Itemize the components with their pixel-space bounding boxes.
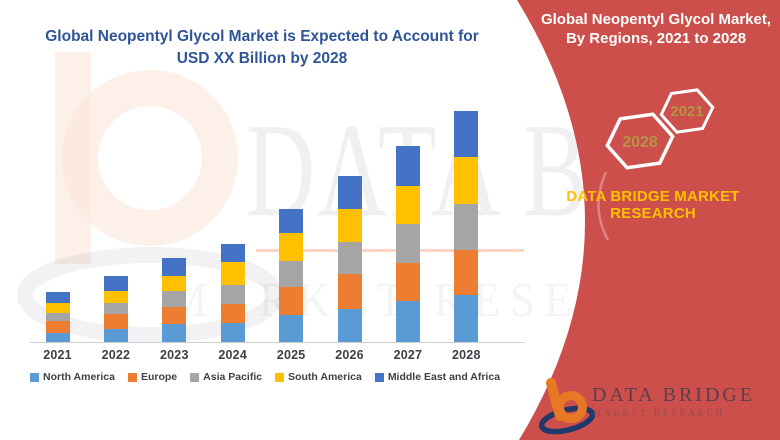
x-axis-line: [30, 342, 525, 343]
legend-swatch-europe: [127, 372, 137, 382]
sidebar-heading-line1: Global Neopentyl Glycol Market,: [540, 11, 772, 28]
bar-segment-asia-pacific-2022: [103, 303, 128, 314]
x-axis-label-2025: 2025: [276, 348, 306, 362]
legend-swatch-north-america: [30, 372, 39, 382]
bar-segment-south-america-2026: [337, 209, 362, 242]
bar-segment-south-america-2027: [395, 186, 420, 224]
bar-segment-south-america-2021: [45, 303, 70, 313]
legend-item-middle-east-and-africa: Middle East and Africa: [374, 371, 501, 383]
x-axis-label-2027: 2027: [393, 348, 423, 362]
bar-segment-north-america-2028: [454, 295, 479, 342]
legend-label-south-america: South America: [288, 371, 362, 383]
x-axis-label-2026: 2026: [335, 348, 364, 362]
hexagon-2021-label: 2021: [670, 103, 703, 120]
bar-segment-middle-east-and-africa-2024: [220, 244, 245, 262]
chart-title: Global Neopentyl Glycol Market is Expect…: [0, 26, 524, 70]
hexagon-2021-outline: [659, 88, 715, 134]
bar-segment-asia-pacific-2021: [45, 313, 70, 321]
legend-label-asia-pacific: Asia Pacific: [203, 371, 263, 383]
bar-segment-middle-east-and-africa-2025: [279, 209, 304, 233]
legend-item-europe: Europe: [127, 371, 178, 383]
dbmr-logo-icon: [538, 378, 596, 435]
bar-segment-europe-2026: [337, 274, 362, 309]
bar-segment-middle-east-and-africa-2028: [454, 111, 479, 157]
bar-segment-middle-east-and-africa-2022: [103, 276, 128, 291]
brand-name-line1: DATA BRIDGE MARKET: [566, 188, 740, 205]
bar-chart: 2021 2022 2023 2024 2025 2026 2027 2028: [28, 88, 525, 362]
bar-segment-asia-pacific-2028: [454, 204, 479, 250]
bar-2023: [162, 258, 187, 342]
legend-item-asia-pacific: Asia Pacific: [190, 371, 262, 383]
bar-segment-asia-pacific-2023: [162, 291, 187, 307]
bar-2022: [103, 276, 128, 342]
bar-segment-europe-2021: [45, 321, 70, 333]
bar-segment-north-america-2026: [337, 309, 362, 342]
bar-segment-europe-2028: [454, 250, 479, 295]
x-axis-label-2021: 2021: [43, 348, 72, 362]
bar-2026: [337, 176, 362, 342]
legend-item-north-america: North America: [30, 371, 115, 383]
bar-segment-europe-2022: [103, 314, 128, 329]
brand-name-line2: RESEARCH: [610, 205, 696, 222]
bar-2027: [395, 146, 420, 342]
bar-segment-north-america-2022: [103, 329, 128, 342]
legend-item-south-america: South America: [275, 371, 362, 383]
bar-2021: [45, 292, 70, 342]
logo-wordmark: DATA BRIDGE: [592, 384, 756, 406]
brand-name: DATA BRIDGE MARKET RESEARCH: [535, 188, 771, 222]
hexagon-2028: [605, 112, 675, 170]
logo-tagline: MARKET RESEARCH: [593, 408, 726, 418]
bar-segment-north-america-2024: [220, 323, 245, 342]
bar-segment-south-america-2024: [220, 262, 245, 285]
bar-2024: [220, 244, 245, 342]
bar-2028: [454, 111, 479, 342]
bar-segment-asia-pacific-2026: [337, 242, 362, 274]
bar-segment-south-america-2028: [454, 157, 479, 204]
bar-segment-middle-east-and-africa-2021: [45, 292, 70, 303]
bar-segment-middle-east-and-africa-2023: [162, 258, 187, 276]
chart-legend: North America Europe Asia Pacific South Ame…: [30, 371, 540, 383]
legend-swatch-south-america: [275, 372, 285, 382]
bar-segment-asia-pacific-2025: [279, 261, 304, 287]
x-axis-label-2022: 2022: [101, 348, 131, 362]
legend-swatch-middle-east-and-africa: [374, 372, 384, 382]
logo-b-stem-icon: [546, 378, 565, 421]
bar-segment-middle-east-and-africa-2027: [395, 146, 420, 186]
legend-swatch-asia-pacific: [190, 372, 200, 382]
bar-2025: [279, 209, 304, 342]
bar-segment-south-america-2025: [279, 233, 304, 261]
hexagon-2021: [659, 88, 715, 134]
hexagon-2028-label: 2028: [622, 134, 658, 151]
bar-segment-north-america-2025: [279, 315, 304, 342]
bar-segment-europe-2024: [220, 304, 245, 323]
hexagon-2028-outline: [605, 112, 675, 170]
x-axis-label-2023: 2023: [159, 348, 189, 362]
bar-segment-south-america-2023: [162, 276, 187, 291]
sidebar-heading-line2: By Regions, 2021 to 2028: [565, 30, 747, 47]
bar-segment-asia-pacific-2027: [395, 224, 420, 263]
legend-label-north-america: North America: [43, 371, 115, 383]
logo-b-bowl-icon: [555, 391, 587, 423]
bar-segment-asia-pacific-2024: [220, 285, 245, 304]
bar-segment-europe-2025: [279, 287, 304, 315]
bar-segment-europe-2023: [162, 307, 187, 324]
bar-segment-south-america-2022: [103, 291, 128, 303]
x-axis-label-2028: 2028: [451, 348, 481, 362]
chart-title-line1: Global Neopentyl Glycol Market is Expect…: [45, 28, 479, 45]
legend-label-middle-east-and-africa: Middle East and Africa: [387, 371, 501, 383]
sidebar-heading: Global Neopentyl Glycol Market, By Regio…: [536, 10, 776, 48]
bar-segment-middle-east-and-africa-2026: [337, 176, 362, 209]
x-axis-label-2024: 2024: [218, 348, 247, 362]
bar-segment-north-america-2027: [395, 301, 420, 342]
bar-segment-north-america-2023: [162, 324, 187, 342]
legend-label-europe: Europe: [140, 371, 178, 383]
bar-segment-north-america-2021: [45, 333, 70, 342]
logo-swoosh-icon: [538, 405, 596, 435]
bar-segment-europe-2027: [395, 263, 420, 301]
chart-title-line2: USD XX Billion by 2028: [176, 50, 348, 67]
